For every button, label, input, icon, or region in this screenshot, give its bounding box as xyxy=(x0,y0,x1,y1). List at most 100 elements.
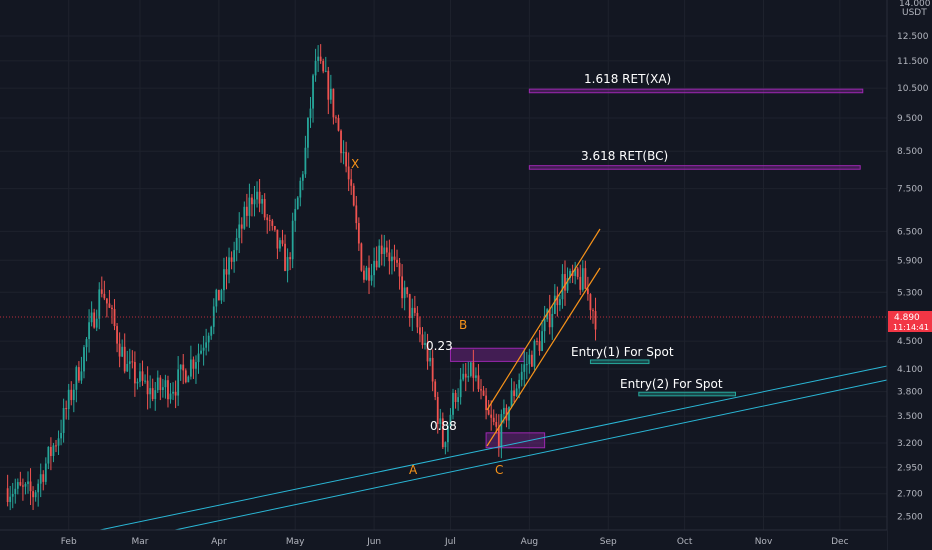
candle-body xyxy=(444,442,447,448)
candle-body xyxy=(118,343,121,357)
support-trendline-upper[interactable] xyxy=(99,365,888,531)
candle-body xyxy=(329,88,332,100)
candle-body xyxy=(240,224,243,229)
candle-body xyxy=(528,354,531,365)
time-axis-panel[interactable] xyxy=(0,530,887,550)
price-axis-panel[interactable] xyxy=(887,0,932,550)
candle-body xyxy=(161,387,164,391)
candle-body xyxy=(19,482,22,486)
candle-body xyxy=(459,379,462,398)
zone-023[interactable] xyxy=(449,347,525,362)
candle-body xyxy=(67,389,70,410)
candle-body xyxy=(515,388,518,396)
candle-body xyxy=(472,362,475,378)
candle-body xyxy=(357,223,360,244)
price-tick-label: 5.900 xyxy=(897,256,923,266)
candle-body xyxy=(52,445,55,457)
candle-body xyxy=(60,432,62,439)
price-tick-label: 5.300 xyxy=(897,288,923,298)
fib-label-088: 0.88 xyxy=(430,419,457,433)
candle-body xyxy=(564,274,566,291)
candle-body xyxy=(322,61,325,72)
candle-body xyxy=(469,362,472,376)
candle-body xyxy=(513,390,515,396)
support-trendline-lower[interactable] xyxy=(174,379,888,531)
candle-body xyxy=(312,75,314,109)
candle-body xyxy=(253,199,256,205)
candle-body xyxy=(210,326,213,336)
candle-body xyxy=(121,346,124,357)
candle-body xyxy=(263,199,266,218)
candle-body xyxy=(14,488,17,494)
candle-body xyxy=(335,117,337,119)
price-tick-label: 11.500 xyxy=(897,57,929,67)
candle-body xyxy=(172,391,174,394)
candle-body xyxy=(301,174,304,181)
zone-entry2[interactable] xyxy=(638,391,737,397)
candle-body xyxy=(251,197,253,205)
candle-body xyxy=(93,312,96,328)
candle-body xyxy=(340,130,342,154)
candle-body xyxy=(477,375,480,390)
candle-body xyxy=(355,205,358,224)
candle-body xyxy=(581,268,584,290)
pattern-label-a: A xyxy=(409,463,418,477)
candle-body xyxy=(324,70,327,72)
zone-entry1[interactable] xyxy=(589,359,650,365)
price-tick-label: 6.500 xyxy=(897,227,923,237)
channel-upper-line[interactable] xyxy=(486,228,601,411)
zone-1618-xa[interactable] xyxy=(528,88,864,94)
candle-body xyxy=(103,293,106,299)
price-axis-top-label: 14.000 xyxy=(899,0,931,9)
candle-body xyxy=(273,225,276,230)
candle-body xyxy=(156,377,159,391)
candle-body xyxy=(391,256,393,262)
candle-body xyxy=(594,311,597,330)
candle-body xyxy=(492,417,495,422)
candle-body xyxy=(149,388,152,395)
candle-body xyxy=(398,262,401,277)
candle-body xyxy=(223,269,225,291)
candle-body xyxy=(457,397,459,403)
candle-body xyxy=(225,269,228,275)
candle-body xyxy=(256,191,258,200)
candle-body xyxy=(467,375,470,378)
candle-body xyxy=(553,295,556,314)
candle-body xyxy=(566,278,569,291)
candle-body xyxy=(569,270,571,279)
candle-body xyxy=(500,414,503,447)
candle-body xyxy=(368,267,370,281)
candle-body xyxy=(131,361,134,363)
candle-body xyxy=(228,257,230,275)
pattern-label-x: X xyxy=(351,157,359,171)
candle-body xyxy=(337,118,340,131)
zone-088[interactable] xyxy=(485,432,546,449)
candle-body xyxy=(429,357,432,362)
price-tick-label: 8.500 xyxy=(897,147,923,157)
candle-body xyxy=(9,496,12,503)
candle-body xyxy=(72,389,75,401)
candle-body xyxy=(16,482,19,489)
channel-lower-line[interactable] xyxy=(486,267,601,447)
candle-body xyxy=(37,483,40,493)
candle-body xyxy=(531,354,533,367)
candle-body xyxy=(495,421,498,427)
currency-label: USDT xyxy=(902,8,927,18)
candle-body xyxy=(235,237,238,251)
candle-body xyxy=(29,481,32,492)
target-label-bc: 3.618 RET(BC) xyxy=(581,149,668,163)
bar-countdown: 11:14:41 xyxy=(893,323,929,332)
zone-3618-bc[interactable] xyxy=(528,165,861,170)
candle-body xyxy=(184,370,187,383)
candle-body xyxy=(304,147,307,175)
candle-body xyxy=(182,364,185,371)
candle-body xyxy=(151,388,154,400)
candle-body xyxy=(220,290,223,301)
candle-body xyxy=(100,289,103,294)
candle-body xyxy=(350,179,353,186)
fib-label-023: 0.23 xyxy=(426,339,453,353)
candle-body xyxy=(248,197,251,216)
candle-body xyxy=(408,294,411,318)
